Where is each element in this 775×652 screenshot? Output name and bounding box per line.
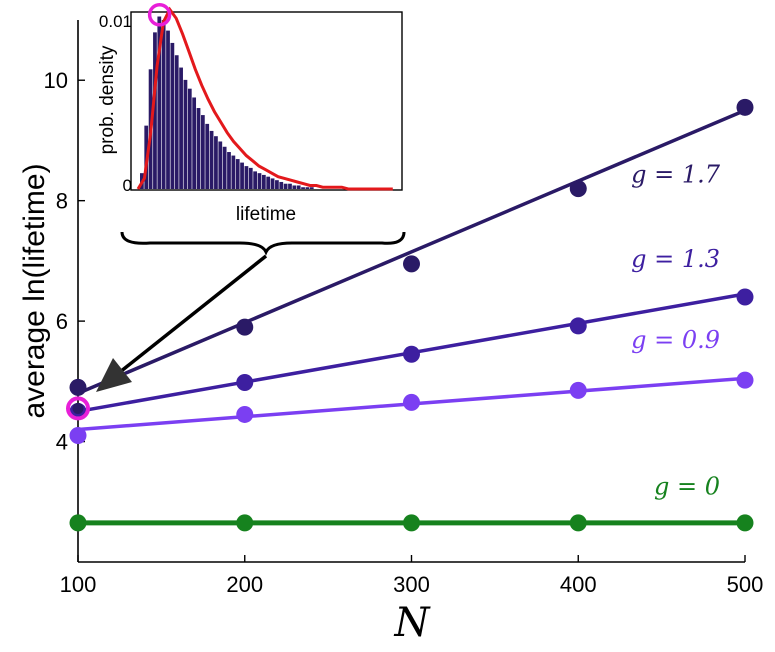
x-axis-label: N [394,600,432,646]
inset-y-tick-label: 0 [123,176,132,195]
data-point [569,514,587,532]
data-point [736,98,754,116]
histogram-bar [235,159,240,189]
inset-brace [120,231,406,256]
histogram-bar [275,180,279,189]
data-point [736,514,754,532]
histogram-bar [192,97,197,189]
histogram-bar [205,123,210,189]
pointer-arrow-line [118,254,268,374]
x-ticks: 100 200 300 400 500 [60,555,764,597]
pointer-arrow-head [96,358,132,392]
data-point [236,405,254,423]
y-tick-label: 10 [44,68,68,93]
histogram-bar [157,16,162,189]
highlight-layer [66,396,90,421]
histogram-bar [222,146,227,189]
histogram-bar [279,181,284,189]
y-axis-label: average ln(lifetime) [18,163,51,418]
histogram-bar [161,20,166,189]
histogram-bar [153,32,157,189]
series-3 [69,514,754,532]
x-tick-label: 300 [393,572,430,597]
histogram-bar [270,178,275,189]
histogram-bar [309,187,314,189]
data-point [69,427,87,445]
histogram-bar [227,152,231,189]
data-point [236,318,254,336]
histogram-bar [218,141,223,189]
y-tick-label: 4 [56,430,68,455]
data-point [569,317,587,335]
data-point [736,288,754,306]
histogram-bar [240,162,244,189]
inset-fit-curve [136,6,393,191]
histogram-bar [174,55,179,189]
inset-x-label: lifetime [236,204,296,225]
histogram-bar [244,166,249,189]
y-tick-label: 8 [56,189,68,214]
histogram-bar [301,187,305,189]
y-tick-label: 6 [56,309,68,334]
histogram-bar [261,174,266,189]
inset-ticks: 00.01 [99,12,132,195]
series-label: g = 1.3 [631,245,720,273]
series-label: g = 1.7 [631,161,721,189]
histogram-bar [292,185,297,189]
data-point [403,514,420,532]
data-point [236,514,254,532]
x-tick-label: 200 [226,572,263,597]
x-tick-label: 100 [60,572,97,597]
histogram-bar [183,79,188,189]
inset-histogram: 00.01 lifetime prob. density [97,3,403,225]
histogram-bar [166,30,170,189]
data-point [69,378,87,396]
inset-bars [140,16,314,189]
inset-y-tick-label: 0.01 [99,12,132,31]
data-point [569,180,587,198]
series-fit-line [77,108,746,395]
histogram-bar [187,88,192,189]
series-label: g = 0 [654,473,720,501]
histogram-bar [257,173,262,189]
histogram-bar [253,171,258,189]
histogram-bar [209,130,214,189]
data-point [69,514,87,532]
histogram-bar [283,183,288,189]
highlight-ring [66,396,90,421]
x-tick-label: 400 [560,572,597,597]
histogram-bar [179,67,183,189]
histogram-bar [200,115,205,189]
histogram-bar [231,155,236,189]
histogram-bar [214,136,218,189]
data-point [403,255,420,273]
histogram-bar [305,187,310,189]
histogram-bar [266,176,271,189]
data-point [736,371,754,389]
series-labels: g = 1.7 g = 1.3 g = 0.9 g = 0 [631,161,721,501]
data-point [569,381,587,399]
histogram-bar [296,185,301,189]
histogram-bar [288,183,292,189]
data-point [403,345,420,363]
inset-y-label: prob. density [97,45,118,154]
histogram-bar [248,167,253,189]
series-2 [69,371,754,445]
histogram-bar [196,108,201,189]
inset-peak-marker [147,3,172,27]
data-point [403,393,420,411]
x-tick-label: 500 [727,572,764,597]
highlight-point [72,402,84,414]
series-label: g = 0.9 [631,326,720,354]
data-point [236,374,254,392]
series-0 [69,98,754,396]
histogram-bar [170,42,175,189]
